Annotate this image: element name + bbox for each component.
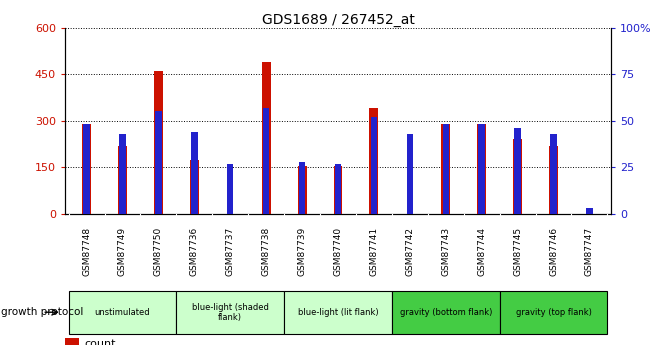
Text: growth protocol: growth protocol: [1, 307, 84, 317]
Bar: [335, 164, 341, 214]
Bar: [83, 125, 90, 214]
Bar: [333, 166, 343, 214]
Bar: [65, 338, 79, 345]
Text: GSM87744: GSM87744: [477, 227, 486, 276]
Text: blue-light (lit flank): blue-light (lit flank): [298, 308, 378, 317]
Text: GSM87743: GSM87743: [441, 227, 450, 276]
Text: GSM87750: GSM87750: [154, 227, 163, 276]
Bar: [190, 159, 199, 214]
Text: GSM87748: GSM87748: [82, 227, 91, 276]
Text: GSM87749: GSM87749: [118, 227, 127, 276]
Bar: [118, 146, 127, 214]
Bar: [262, 62, 270, 214]
Bar: [443, 125, 449, 214]
Bar: [119, 134, 125, 214]
Bar: [82, 124, 91, 214]
Bar: [477, 124, 486, 214]
Bar: [299, 162, 305, 214]
Title: GDS1689 / 267452_at: GDS1689 / 267452_at: [261, 12, 415, 27]
Bar: [586, 208, 593, 214]
Bar: [500, 291, 607, 334]
Bar: [514, 128, 521, 214]
Bar: [176, 291, 284, 334]
Bar: [478, 125, 485, 214]
Text: gravity (top flank): gravity (top flank): [515, 308, 592, 317]
Text: GSM87738: GSM87738: [262, 227, 270, 276]
Text: GSM87736: GSM87736: [190, 227, 199, 276]
Text: unstimulated: unstimulated: [95, 308, 150, 317]
Text: GSM87741: GSM87741: [369, 227, 378, 276]
Text: GSM87740: GSM87740: [333, 227, 343, 276]
Bar: [298, 166, 307, 214]
Bar: [549, 146, 558, 214]
Bar: [407, 134, 413, 214]
Text: GSM87746: GSM87746: [549, 227, 558, 276]
Bar: [155, 111, 162, 214]
Text: GSM87737: GSM87737: [226, 227, 235, 276]
Bar: [369, 108, 378, 214]
Bar: [191, 132, 198, 214]
Bar: [263, 108, 269, 214]
Text: blue-light (shaded
flank): blue-light (shaded flank): [192, 303, 268, 322]
Text: GSM87739: GSM87739: [298, 227, 307, 276]
Bar: [154, 71, 163, 214]
Text: GSM87745: GSM87745: [513, 227, 522, 276]
Bar: [441, 124, 450, 214]
Bar: [370, 117, 377, 214]
Text: GSM87742: GSM87742: [406, 227, 414, 276]
Text: gravity (bottom flank): gravity (bottom flank): [400, 308, 492, 317]
Bar: [513, 139, 522, 214]
Bar: [392, 291, 500, 334]
Bar: [551, 134, 557, 214]
Text: GSM87747: GSM87747: [585, 227, 594, 276]
Bar: [69, 291, 176, 334]
Bar: [227, 164, 233, 214]
Text: count: count: [84, 339, 116, 345]
Bar: [284, 291, 392, 334]
